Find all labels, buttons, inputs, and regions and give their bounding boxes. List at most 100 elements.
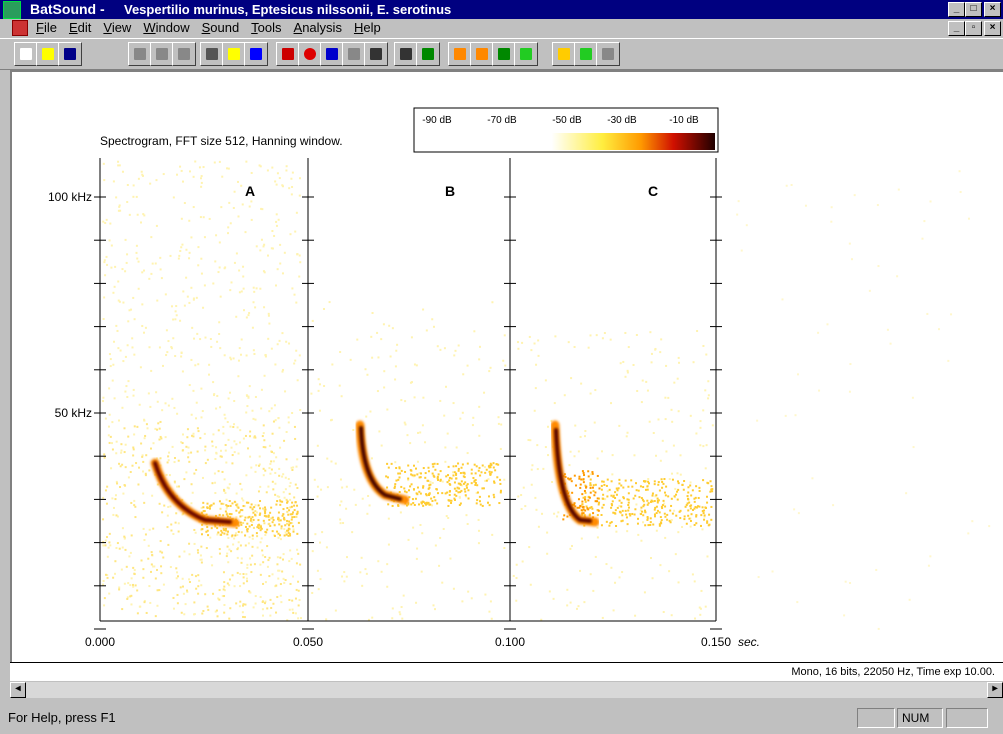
menu-item[interactable]: Sound [201,20,240,35]
speckle [171,397,174,400]
speckle [126,344,129,347]
maximize-button[interactable]: □ [965,2,982,17]
speckle [340,500,343,503]
speckle [665,364,668,367]
scroll-left[interactable]: ◂ [10,682,26,698]
speckle [646,389,649,392]
speckle [241,203,244,206]
menu-item[interactable]: Analysis [293,20,342,35]
speckle [282,577,285,580]
toolbar-button[interactable] [492,42,516,66]
speckle [493,480,496,483]
horizontal-scrollbar[interactable]: ◂ ▸ [10,682,1003,698]
scroll-right[interactable]: ▸ [987,682,1003,698]
toolbar-button[interactable] [596,42,620,66]
toolbar-button[interactable] [514,42,538,66]
toolbar-button[interactable] [36,42,60,66]
toolbar-button[interactable] [342,42,366,66]
toolbar-button[interactable] [364,42,388,66]
toolbar-button[interactable] [128,42,152,66]
speckle [598,487,601,490]
speckle [790,183,793,186]
speckle [278,523,281,526]
speckle [411,474,414,477]
doc-restore[interactable]: ▫ [965,21,982,36]
toolbar-button[interactable] [394,42,418,66]
speckle [651,500,654,503]
doc-close[interactable]: × [984,21,1001,36]
menu-item[interactable]: Window [143,20,190,35]
speckle [425,329,428,332]
speckle [159,435,162,438]
toolbar-button[interactable] [222,42,246,66]
button-icon [20,48,32,60]
speckle [457,462,460,465]
menu-item[interactable]: Tools [251,20,282,35]
toolbar-button[interactable] [320,42,344,66]
toolbar-button[interactable] [574,42,598,66]
menu-item[interactable]: Edit [68,20,92,35]
speckle [289,549,292,552]
speckle [376,331,379,334]
toolbar-button[interactable] [244,42,268,66]
doc-minimize[interactable]: _ [948,21,965,36]
speckle [658,523,661,526]
speckle [132,454,135,457]
speckle [251,545,254,548]
speckle [610,494,613,497]
speckle [151,262,154,265]
speckle [223,529,226,532]
speckle [208,217,211,220]
toolbar-button[interactable] [150,42,174,66]
speckle [410,503,413,506]
toolbar-button[interactable] [58,42,82,66]
toolbar-button[interactable] [470,42,494,66]
speckle [153,565,156,568]
toolbar-button[interactable] [200,42,224,66]
speckle [181,449,184,452]
toolbar-button[interactable] [448,42,472,66]
speckle [170,347,173,350]
speckle [436,477,439,480]
speckle [121,608,124,611]
speckle [584,491,587,494]
speckle [118,586,121,589]
speckle [284,390,287,393]
speckle [267,254,270,257]
toolbar-button[interactable] [298,42,322,66]
menu-item[interactable]: View [103,20,132,35]
speckle [429,480,432,483]
speckle [111,379,114,382]
speckle [283,528,286,531]
menu-item[interactable]: Help [353,20,381,35]
close-button[interactable]: × [984,2,1001,17]
speckle [227,438,230,441]
minimize-button[interactable]: _ [948,2,965,17]
speckle [456,487,459,490]
toolbar-button[interactable] [172,42,196,66]
speckle [422,467,425,470]
speckle [242,603,245,606]
speckle [288,509,291,512]
speckle [102,220,105,223]
speckle [455,446,458,449]
speckle [177,530,180,533]
speckle [452,402,455,405]
speckle [132,184,135,187]
speckle [152,442,155,445]
speckle [618,510,621,513]
toolbar-button[interactable] [552,42,576,66]
menu-item[interactable]: File [36,20,57,35]
speckle [487,465,490,468]
speckle [237,452,240,455]
speckle [180,355,183,358]
toolbar-button[interactable] [14,42,38,66]
speckle [286,507,289,510]
speckle [193,528,196,531]
button-icon [178,48,190,60]
speckle [564,475,567,478]
speckle [288,485,291,488]
speckle [491,301,494,304]
toolbar-button[interactable] [276,42,300,66]
toolbar-button[interactable] [416,42,440,66]
